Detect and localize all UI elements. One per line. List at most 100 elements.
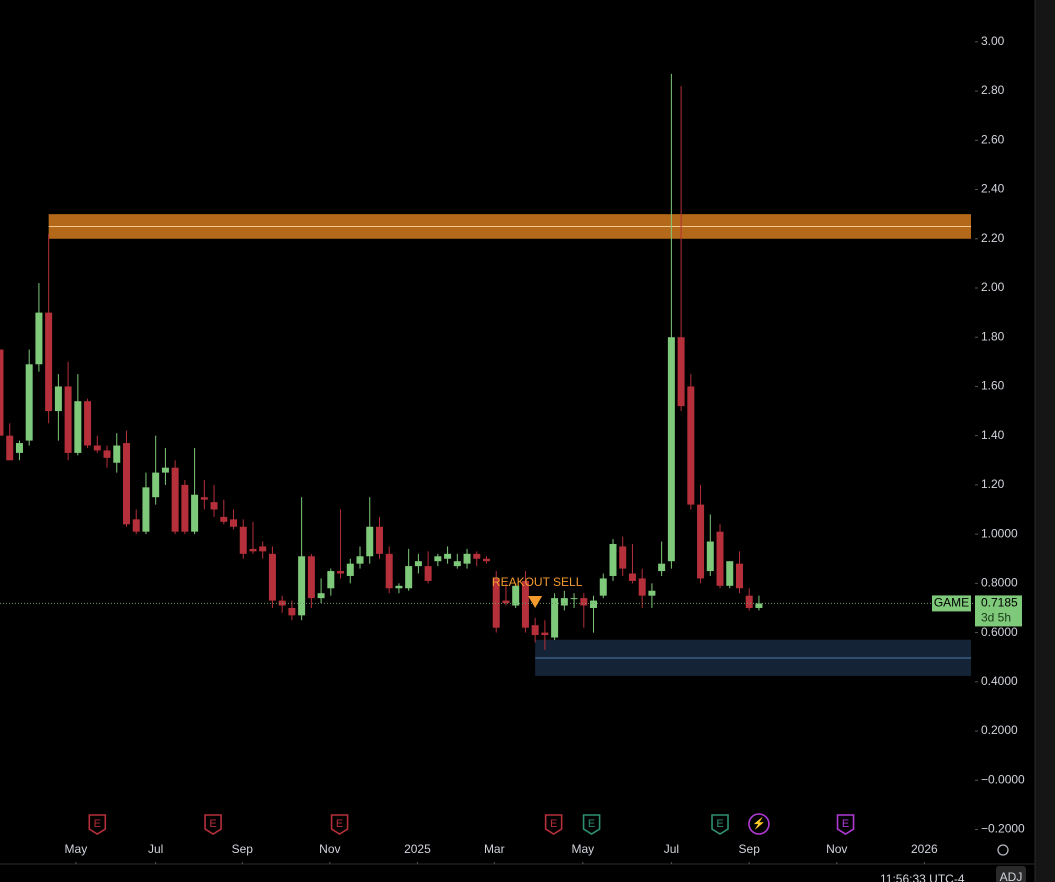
candle-body (570, 598, 578, 600)
event-label: E (550, 818, 557, 830)
candle-body (551, 598, 559, 638)
candle-body (122, 443, 130, 525)
candle-body (512, 585, 520, 606)
candle-body (483, 558, 490, 562)
candle-body (346, 563, 354, 576)
y-tick-label: −0.2000 (981, 822, 1025, 836)
candle-body (249, 548, 257, 552)
candle-body (317, 593, 325, 599)
candle-body (268, 553, 276, 601)
candle-body (113, 445, 121, 463)
candle-body (395, 585, 403, 589)
y-tick-label: 1.0000 (981, 526, 1018, 540)
candle-body (327, 571, 335, 589)
candle-body (405, 566, 413, 589)
candle-body (434, 556, 442, 562)
candle-body (366, 526, 374, 557)
event-marker[interactable] (330, 814, 349, 835)
symbol-tag (932, 595, 971, 612)
candle-body (161, 467, 169, 473)
x-tick-label: May (571, 842, 594, 856)
candle-body (716, 531, 724, 586)
candle-body (181, 484, 189, 532)
y-tick-label: 2.40 (981, 182, 1005, 196)
y-tick-label: 0.2000 (981, 723, 1018, 737)
candle-body (307, 556, 315, 599)
x-tick-label: 2026 (911, 842, 938, 856)
candle-body (444, 553, 452, 559)
event-label: E (716, 818, 723, 830)
y-tick-label: −0.0000 (981, 772, 1025, 786)
candle-body (638, 578, 646, 596)
y-tick-label: 1.80 (981, 329, 1005, 343)
candle-body (45, 312, 53, 412)
candle-body (298, 556, 306, 616)
candle-body (414, 561, 422, 567)
x-tick-label: May (65, 842, 88, 856)
x-tick-label: 2025 (404, 842, 431, 856)
event-label: E (336, 818, 343, 830)
countdown-label: 3d 5h (981, 611, 1011, 625)
candle-body (35, 312, 43, 365)
settings-button[interactable] (997, 844, 1009, 856)
candle-body (239, 526, 247, 554)
y-tick-label: 1.20 (981, 477, 1005, 491)
candle-body (463, 553, 471, 564)
candle-body (84, 401, 92, 446)
candle-body (64, 386, 72, 453)
event-label: E (588, 818, 595, 830)
symbol-label: GAME (934, 596, 969, 610)
event-marker[interactable] (544, 814, 563, 835)
candle-body (220, 516, 228, 522)
candle-body (706, 541, 714, 572)
candle-body (210, 502, 218, 510)
candle-body (560, 598, 568, 606)
y-tick-label: 0.6000 (981, 625, 1018, 639)
x-tick-label: Nov (826, 842, 847, 856)
candle-body (541, 632, 549, 636)
candle-body (259, 546, 267, 552)
candle-body (54, 386, 62, 412)
event-label: E (209, 818, 216, 830)
candle-body (687, 386, 695, 505)
candle-body (74, 401, 82, 453)
x-tick-label: Mar (484, 842, 505, 856)
event-marker[interactable] (711, 814, 729, 835)
price-tag (975, 595, 1022, 627)
candle-body (502, 600, 510, 604)
y-tick-label: 3.00 (981, 34, 1005, 48)
x-tick-label: Jul (664, 842, 679, 856)
candle-body (6, 435, 14, 461)
y-tick-label: 1.40 (981, 428, 1005, 442)
y-tick-label: 2.00 (981, 280, 1005, 294)
adj-button[interactable] (996, 866, 1026, 882)
adj-label: ADJ (1000, 870, 1023, 882)
y-tick-label: 0.4000 (981, 674, 1018, 688)
x-tick-label: Jul (148, 842, 163, 856)
event-label: E (842, 818, 849, 830)
candle-body (531, 625, 539, 636)
candle-body (356, 556, 364, 564)
event-marker[interactable] (88, 814, 107, 835)
candle-body (0, 349, 4, 436)
last-price-label: 0.7185 (981, 596, 1018, 610)
event-label: E (94, 818, 101, 830)
event-marker[interactable] (582, 814, 601, 835)
candle-body (93, 445, 101, 451)
candle-body (755, 603, 763, 608)
candle-body (191, 494, 199, 532)
candle-body (580, 598, 588, 606)
event-label: ⚡ (752, 817, 766, 830)
candle-body (648, 590, 656, 596)
candle-body (25, 364, 33, 441)
event-marker[interactable] (836, 814, 855, 835)
candle-body (658, 563, 666, 572)
x-tick-label: Sep (232, 842, 254, 856)
event-marker[interactable] (204, 814, 222, 835)
clock: 11:56:33 UTC-4 (880, 872, 965, 882)
candle-body (599, 578, 607, 596)
event-marker[interactable] (748, 813, 770, 835)
candle-body (103, 450, 111, 458)
candle-body (590, 600, 598, 608)
